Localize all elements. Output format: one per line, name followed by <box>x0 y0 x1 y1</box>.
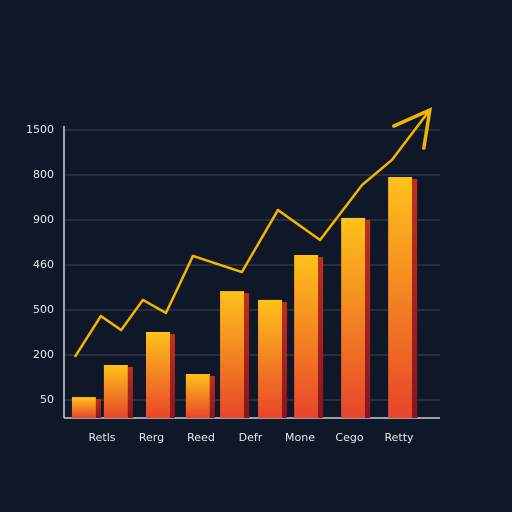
bar <box>185 374 215 418</box>
y-tick-label: 900 <box>33 213 54 226</box>
y-tick-label: 500 <box>33 303 54 316</box>
bar <box>258 299 288 418</box>
bar <box>71 397 101 418</box>
bar <box>341 217 371 418</box>
x-tick-label: Retls <box>88 431 115 444</box>
trend-line <box>73 109 431 358</box>
bar <box>146 331 175 418</box>
x-tick-label: Mone <box>285 431 315 444</box>
y-tick-label: 800 <box>33 168 54 181</box>
x-tick-label: Reed <box>187 431 215 444</box>
bar <box>294 254 324 418</box>
x-tick-label: Cego <box>335 431 363 444</box>
y-tick-label: 1500 <box>26 123 54 136</box>
arrow-head <box>392 107 433 150</box>
y-tick-label: 50 <box>40 393 54 406</box>
y-tick-label: 200 <box>33 348 54 361</box>
y-tick-label: 460 <box>33 258 54 271</box>
x-tick-label: Retty <box>384 431 414 444</box>
bar <box>103 365 133 418</box>
bar <box>220 291 250 418</box>
x-tick-label: Defr <box>239 431 263 444</box>
bar <box>388 177 418 418</box>
x-tick-label: Rerg <box>139 431 164 444</box>
